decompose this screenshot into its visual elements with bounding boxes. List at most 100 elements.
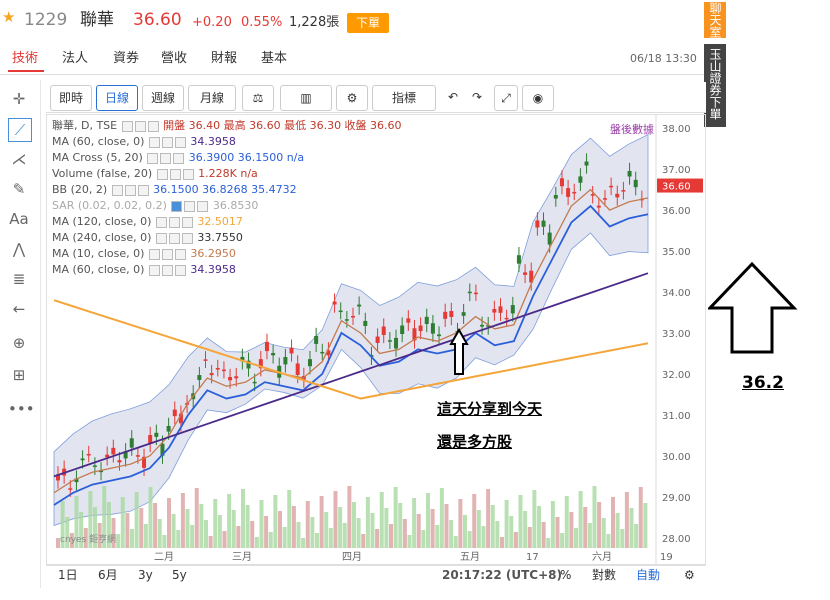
- pattern-icon[interactable]: ⋀: [12, 240, 26, 258]
- indicators-button[interactable]: 指標: [372, 85, 436, 111]
- tab-institutional[interactable]: 法人: [62, 51, 89, 66]
- measure-icon[interactable]: ⊞: [12, 366, 26, 384]
- candle-body: [615, 193, 620, 198]
- volume-bar: [375, 529, 380, 548]
- legend-label: BB (20, 2): [52, 183, 108, 196]
- tab-technical[interactable]: 技術: [12, 51, 39, 66]
- broker-order-badge[interactable]: 玉山證券下單: [704, 44, 726, 127]
- interval-monthly-button[interactable]: 月線: [188, 85, 236, 111]
- volume-bar: [143, 524, 148, 548]
- candle-body: [271, 353, 276, 356]
- y-tick-label: 35.00: [662, 247, 691, 258]
- range-3y-button[interactable]: 3y: [138, 568, 153, 582]
- chat-room-badge[interactable]: 聊天室: [704, 2, 726, 38]
- percent-scale-toggle[interactable]: %: [560, 568, 572, 582]
- crosshair-icon[interactable]: ✛: [12, 90, 26, 108]
- range-5y-button[interactable]: 5y: [172, 568, 187, 582]
- volume-bar: [245, 505, 250, 548]
- volume-bar: [56, 538, 60, 548]
- volume-bar: [472, 494, 477, 548]
- price-chart[interactable]: 38.00 37.00 36.00 35.00 34.00 33.00 32.00 31.00…: [46, 114, 706, 564]
- log-scale-toggle[interactable]: 對數: [592, 568, 617, 582]
- candle-body: [510, 305, 515, 314]
- volume-bar: [416, 514, 421, 548]
- range-1d-button[interactable]: 1日: [58, 568, 78, 582]
- more-tools-icon[interactable]: •••: [8, 400, 35, 418]
- interval-weekly-button[interactable]: 週線: [142, 85, 184, 111]
- tab-financials[interactable]: 財報: [211, 51, 238, 66]
- broker-order-label: 玉山證券下單: [708, 48, 722, 120]
- bollinger-band: [53, 134, 649, 527]
- arrow-left-icon[interactable]: ←: [12, 300, 26, 318]
- volume-bar: [597, 502, 602, 548]
- volume-bar: [643, 503, 648, 548]
- settings-gear-icon[interactable]: ⚙: [336, 85, 368, 111]
- legend-value: 36.8530: [212, 199, 259, 212]
- current-price-label: 36.60: [662, 182, 691, 193]
- candle-body: [111, 447, 116, 455]
- zoom-icon[interactable]: ⊕: [12, 334, 26, 352]
- trend-line-icon[interactable]: ⟋: [8, 118, 32, 142]
- candle-body: [314, 336, 319, 344]
- candle-body: [351, 315, 355, 318]
- x-tick-label: 四月: [342, 551, 362, 563]
- candle-body: [246, 360, 251, 369]
- volume-bar: [254, 537, 259, 548]
- order-button[interactable]: 下單: [347, 13, 389, 33]
- legend-main: 聯華, D, TSE 開盤 36.40 最高 36.60 最低 36.30 收盤…: [52, 119, 402, 133]
- tab-margin[interactable]: 資券: [113, 51, 140, 66]
- chart-settings-icon[interactable]: ⚙: [684, 568, 695, 582]
- candle-body: [467, 291, 472, 294]
- chart-bottom-bar: 1日 6月 3y 5y 20:17:22 (UTC+8) % 對數 自動 ⚙: [46, 564, 706, 585]
- volume-bar: [624, 492, 629, 548]
- tab-revenue[interactable]: 營收: [161, 51, 188, 66]
- candle-body: [209, 373, 214, 376]
- candle-body: [105, 454, 110, 458]
- auto-scale-toggle[interactable]: 自動: [636, 568, 661, 582]
- tab-basics[interactable]: 基本: [261, 51, 288, 66]
- volume-bar: [444, 504, 449, 548]
- ma-60-line: [53, 272, 649, 478]
- camera-icon[interactable]: ◉: [522, 85, 554, 111]
- fibonacci-icon[interactable]: ≣: [12, 270, 26, 288]
- candle-body: [590, 194, 595, 196]
- candle-body: [74, 478, 79, 483]
- legend-value: 32.5017: [197, 215, 243, 228]
- candle-body: [240, 356, 245, 362]
- x-tick-label: 二月: [154, 551, 174, 563]
- volume-bar: [449, 520, 454, 548]
- volume-bar: [153, 503, 158, 548]
- candle-body: [387, 340, 392, 342]
- after-hours-label[interactable]: 盤後數據: [610, 123, 654, 136]
- redo-icon[interactable]: ↷: [466, 85, 488, 109]
- volume-bar: [601, 518, 606, 548]
- candle-body: [375, 336, 380, 343]
- candle-body: [264, 341, 269, 352]
- volume-bar: [500, 537, 504, 548]
- legend-label: Volume (false, 20): [52, 167, 153, 180]
- fib-fan-icon[interactable]: ⋌: [11, 150, 27, 168]
- volume-bar: [356, 518, 361, 548]
- volume-bar: [287, 490, 292, 548]
- fullscreen-icon[interactable]: ⤢: [494, 85, 518, 111]
- range-6m-button[interactable]: 6月: [98, 568, 118, 582]
- volume-bar: [319, 496, 324, 548]
- current-price-tag: [657, 178, 703, 193]
- undo-icon[interactable]: ↶: [442, 85, 464, 109]
- candle-body: [142, 456, 147, 468]
- compare-icon[interactable]: ⚖: [242, 85, 274, 111]
- favorite-star-icon[interactable]: ★: [2, 8, 16, 26]
- brush-icon[interactable]: ✎: [12, 180, 26, 198]
- volume-bar: [407, 535, 412, 548]
- volume-bar: [532, 490, 537, 548]
- x-tick-label: 19: [660, 552, 673, 563]
- candle-body: [252, 381, 257, 384]
- candle-body: [406, 318, 411, 323]
- chart-style-icon[interactable]: ▥: [280, 85, 332, 111]
- text-tool-icon[interactable]: Aa: [9, 210, 29, 228]
- volume-bar: [361, 534, 366, 548]
- volume-bar: [569, 512, 574, 548]
- interval-daily-button[interactable]: 日線: [96, 85, 138, 111]
- candle-body: [461, 312, 466, 316]
- interval-intraday-button[interactable]: 即時: [50, 85, 92, 111]
